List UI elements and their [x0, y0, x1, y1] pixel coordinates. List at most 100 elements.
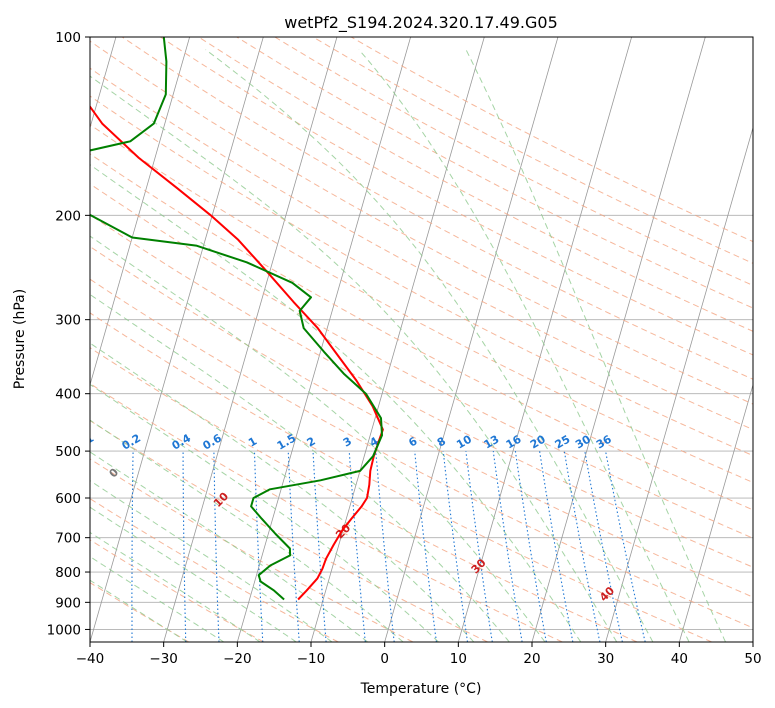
x-tick-label: 30 [597, 651, 614, 667]
isotherm [163, 37, 338, 642]
moist-adiabat [90, 383, 439, 642]
isotherm [605, 126, 753, 642]
moist-adiabat [90, 75, 618, 642]
dry-adiabat [90, 498, 339, 642]
isotherm [236, 37, 412, 642]
y-axis-label: Pressure (hPa) [12, 289, 28, 389]
dry-adiabat [90, 245, 753, 598]
moist-adiabat [90, 531, 261, 642]
dry-adiabat [90, 124, 753, 483]
mixing-ratio-line [514, 451, 547, 642]
moist-adiabat [90, 164, 582, 642]
mixing-ratio-line [82, 451, 86, 642]
mixing-ratio-line [605, 451, 646, 642]
y-tick-label: 200 [55, 208, 81, 224]
mixing-ratio-line [492, 451, 523, 642]
dry-adiabat [160, 37, 753, 356]
y-tick-label: 400 [55, 387, 81, 403]
dry-adiabat [121, 37, 753, 380]
moist-adiabat [90, 293, 510, 642]
dry-adiabat [90, 382, 563, 642]
x-tick-label: −10 [297, 651, 326, 667]
dry-adiabat [90, 278, 753, 629]
mixing-ratio-label: 36 [594, 432, 614, 451]
dry-adiabat [236, 37, 753, 309]
isotherm [90, 37, 191, 387]
mixing-ratio-line [348, 451, 366, 642]
y-tick-label: 700 [55, 531, 81, 547]
mixing-ratio-label: 0.2 [120, 432, 143, 453]
moist-adiabat [90, 235, 546, 642]
isotherm [384, 37, 559, 642]
mixing-ratio-line [584, 451, 623, 642]
isotherm [531, 37, 706, 642]
axes: −40 −30 −20 −10 0 10 20 30 40 5010020030040050060… [47, 30, 762, 667]
mixing-ratio-label: 1.5 [275, 432, 298, 453]
mixing-ratio-label: 6 [406, 434, 419, 449]
dry-adiabat [90, 312, 712, 642]
dry-adiabat [90, 347, 638, 642]
moist-adiabat [90, 342, 475, 642]
y-tick-label: 500 [55, 444, 81, 460]
adiabat-label: 30 [469, 556, 489, 576]
y-tick-label: 900 [55, 595, 81, 611]
x-tick-label: 0 [380, 651, 389, 667]
dry-adiabat [90, 183, 753, 539]
mixing-ratio-label: 1 [246, 435, 259, 450]
isotherm [90, 37, 264, 642]
mixing-ratio-label: 2 [305, 435, 318, 450]
mixing-ratio-label: 30 [573, 432, 593, 451]
mixing-ratio-line [414, 451, 437, 642]
plot-area: 0.10.20.40.611.52346810131620253036-100-… [0, 37, 753, 642]
mixing-ratio-label: 0.6 [200, 431, 224, 452]
adiabat-label: 40 [597, 584, 617, 604]
mixing-ratio-label: 13 [482, 433, 502, 452]
isotherm [752, 640, 753, 642]
moist-adiabat [358, 49, 690, 642]
mixing-ratio-line [253, 451, 264, 642]
dry-adiabat [350, 37, 753, 243]
mixing-ratio-line [539, 451, 574, 642]
isotherm [678, 383, 753, 642]
chart-title: wetPf2_S194.2024.320.17.49.G05 [284, 13, 558, 33]
y-tick-label: 100 [55, 30, 81, 46]
dry-adiabat [198, 37, 753, 332]
x-tick-label: 10 [450, 651, 467, 667]
dry-adiabat [90, 95, 753, 457]
dry-adiabat [90, 214, 753, 568]
dry-adiabat [90, 419, 488, 642]
adiabat-label: -10 [0, 432, 19, 455]
adiabat-label: 0 [107, 466, 122, 481]
dry-adiabat [90, 153, 753, 511]
mixing-ratio-line [465, 451, 493, 642]
y-tick-label: 600 [55, 491, 81, 507]
y-tick-label: 1000 [47, 622, 81, 638]
moist-adiabat [90, 480, 333, 642]
mixing-ratio-line [563, 451, 601, 642]
dry-adiabat [90, 582, 190, 642]
mixing-ratio-label: 3 [341, 435, 354, 450]
moist-adiabat [90, 451, 368, 642]
dry-adiabat [274, 37, 753, 286]
temperature-profile [90, 105, 384, 601]
x-tick-label: −30 [149, 651, 178, 667]
mixing-ratio-line [375, 451, 395, 642]
x-axis-label: Temperature (°C) [360, 681, 482, 697]
mixing-ratio-label: 0.4 [170, 431, 194, 452]
mixing-ratio-label: 20 [528, 432, 548, 451]
x-tick-label: −40 [76, 651, 105, 667]
mixing-ratio-line [442, 451, 469, 642]
dewpoint-profile [90, 37, 383, 601]
dry-adiabat [90, 40, 753, 405]
mixing-ratio-label: 0.1 [73, 432, 96, 453]
mixing-ratio-label: 16 [504, 432, 524, 451]
y-tick-label: 300 [55, 313, 81, 329]
moist-adiabat [90, 506, 297, 642]
dry-adiabat [90, 458, 414, 642]
y-tick-label: 800 [55, 565, 81, 581]
mixing-ratio-label: 10 [454, 432, 474, 451]
plot-frame [89, 36, 754, 643]
x-tick-label: 40 [671, 651, 688, 667]
x-tick-label: 20 [523, 651, 540, 667]
